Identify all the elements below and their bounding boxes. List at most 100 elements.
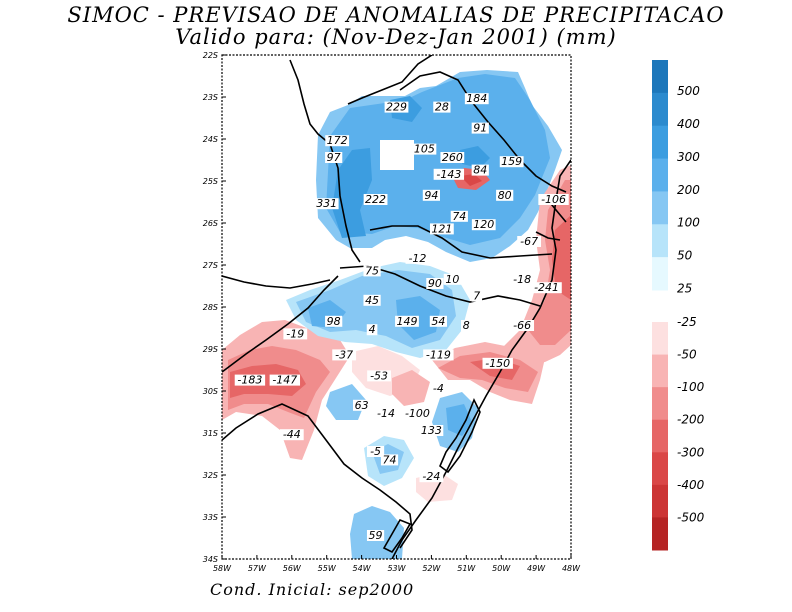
value-label-bg bbox=[402, 408, 433, 420]
anomaly-value: -147 bbox=[272, 374, 297, 387]
anomaly-value: 94 bbox=[424, 189, 438, 202]
missing-cell bbox=[380, 140, 414, 170]
anomaly-value: -143 bbox=[436, 168, 461, 181]
anomaly-value: 97 bbox=[327, 151, 341, 164]
lon-tick-label: 49W bbox=[527, 564, 546, 573]
anomaly-value: -67 bbox=[520, 235, 538, 248]
colorbar-swatch-positive bbox=[652, 125, 668, 160]
value-label-bg bbox=[269, 374, 301, 386]
value-label-bg bbox=[482, 357, 513, 369]
lat-tick-label: 31S bbox=[203, 429, 218, 438]
anomaly-value: 84 bbox=[473, 164, 487, 177]
initial-condition: Cond. Inicial: sep2000 bbox=[210, 580, 415, 599]
lat-tick-label: 28S bbox=[203, 303, 218, 312]
value-label-bg bbox=[419, 471, 444, 483]
value-label-bg bbox=[405, 252, 430, 264]
colorbar-label: -200 bbox=[677, 413, 705, 427]
anomaly-value: -241 bbox=[534, 281, 559, 294]
colorbar-swatch-positive bbox=[652, 191, 668, 225]
colorbar-label: 400 bbox=[677, 117, 700, 131]
anomaly-value: -150 bbox=[485, 357, 510, 370]
colorbar-label: -100 bbox=[677, 380, 705, 394]
lon-tick-label: 52W bbox=[422, 564, 441, 573]
colorbar-label: 100 bbox=[677, 216, 700, 230]
colorbar-label: -300 bbox=[677, 445, 705, 459]
anomaly-value: 10 bbox=[445, 273, 459, 286]
negative-cell-north-inner bbox=[460, 174, 482, 186]
anomaly-value: -53 bbox=[370, 369, 388, 382]
colorbar-swatch-negative bbox=[652, 452, 668, 486]
value-label-bg bbox=[450, 210, 468, 222]
boundary-sp-pr bbox=[399, 71, 567, 193]
value-label-bg bbox=[433, 101, 451, 113]
lat-tick-label: 25S bbox=[203, 177, 218, 186]
lat-tick-label: 24S bbox=[203, 135, 218, 144]
boundary-pr-sc-east bbox=[535, 231, 561, 241]
anomaly-value: -44 bbox=[283, 428, 301, 441]
lon-tick-label: 57W bbox=[248, 564, 267, 573]
anomaly-value: 8 bbox=[463, 319, 470, 332]
colorbar-label: 200 bbox=[677, 183, 700, 197]
colorbar-label: 300 bbox=[677, 150, 700, 164]
anomaly-value: -66 bbox=[513, 319, 531, 332]
lagoa-dos-patos bbox=[439, 398, 481, 474]
value-label-bg bbox=[471, 290, 483, 302]
anomaly-value: 7 bbox=[473, 290, 480, 303]
negative-coast-mid bbox=[528, 180, 571, 345]
anomaly-value: 75 bbox=[365, 264, 379, 277]
anomaly-value: 229 bbox=[386, 101, 407, 114]
colorbar-swatch-positive bbox=[652, 92, 668, 127]
map-title: SIMOC - PREVISAO DE ANOMALIAS DE PRECIPI… bbox=[67, 3, 725, 27]
lat-tick-label: 32S bbox=[203, 471, 218, 480]
lon-tick-label: 58W bbox=[213, 564, 232, 573]
value-label-bg bbox=[279, 429, 304, 441]
value-label-bg bbox=[510, 320, 535, 331]
longitude-axis: 58W 57W 56W 55W 54W 53W 52W 51W 50W 49W 48W bbox=[213, 555, 581, 573]
value-label-bg bbox=[443, 273, 461, 285]
lon-tick-label: 55W bbox=[318, 564, 337, 573]
value-label-bg bbox=[283, 328, 308, 340]
lat-tick-label: 29S bbox=[203, 345, 218, 354]
value-label-bg bbox=[325, 315, 343, 327]
anomaly-value: 121 bbox=[431, 222, 452, 235]
anomaly-value: 98 bbox=[327, 315, 341, 328]
anomaly-value: 105 bbox=[414, 143, 435, 156]
anomaly-value: 59 bbox=[369, 529, 383, 542]
positive-south-patch-1 bbox=[326, 384, 366, 420]
anomaly-value: 159 bbox=[501, 155, 522, 168]
value-label-bg bbox=[471, 164, 489, 176]
value-label-bg bbox=[423, 349, 454, 361]
positive-south-patch-2-core bbox=[446, 404, 472, 436]
colorbar-label: -25 bbox=[677, 315, 697, 329]
value-label-bg bbox=[510, 273, 535, 285]
value-label-bg bbox=[314, 198, 339, 210]
value-label-bg bbox=[422, 189, 440, 201]
anomaly-value: 260 bbox=[442, 151, 463, 164]
colorbar-swatch-negative bbox=[652, 322, 668, 356]
colorbar-label: 500 bbox=[677, 84, 700, 98]
lat-tick-label: 23S bbox=[203, 93, 218, 102]
anomaly-value: -4 bbox=[433, 382, 444, 395]
value-label-bg bbox=[374, 408, 398, 420]
value-label-bg bbox=[471, 219, 496, 231]
colorbar-swatch-positive bbox=[652, 60, 668, 94]
boundary-pr-sc bbox=[369, 225, 553, 259]
value-label-bg bbox=[395, 315, 419, 327]
anomaly-value: -12 bbox=[408, 252, 426, 265]
value-label-bg bbox=[531, 282, 562, 294]
lat-tick-label: 33S bbox=[203, 513, 218, 522]
colorbar-label: -500 bbox=[677, 510, 705, 524]
anomaly-value: -119 bbox=[426, 348, 451, 361]
value-label-bg bbox=[517, 236, 542, 247]
anomaly-value: 90 bbox=[428, 277, 442, 290]
colorbar-swatch-negative bbox=[652, 484, 668, 518]
value-label-bg bbox=[471, 122, 489, 134]
anomaly-value: -37 bbox=[335, 348, 353, 361]
anomaly-value: 120 bbox=[473, 218, 494, 231]
colorbar: 500 400 300 200 100 50 25 -25 -50 -100 -200 -300 -40… bbox=[652, 60, 705, 551]
value-label-bg bbox=[499, 156, 524, 168]
value-label-bg bbox=[440, 152, 465, 163]
value-label-bg bbox=[464, 93, 489, 105]
value-label-bg bbox=[461, 320, 472, 331]
